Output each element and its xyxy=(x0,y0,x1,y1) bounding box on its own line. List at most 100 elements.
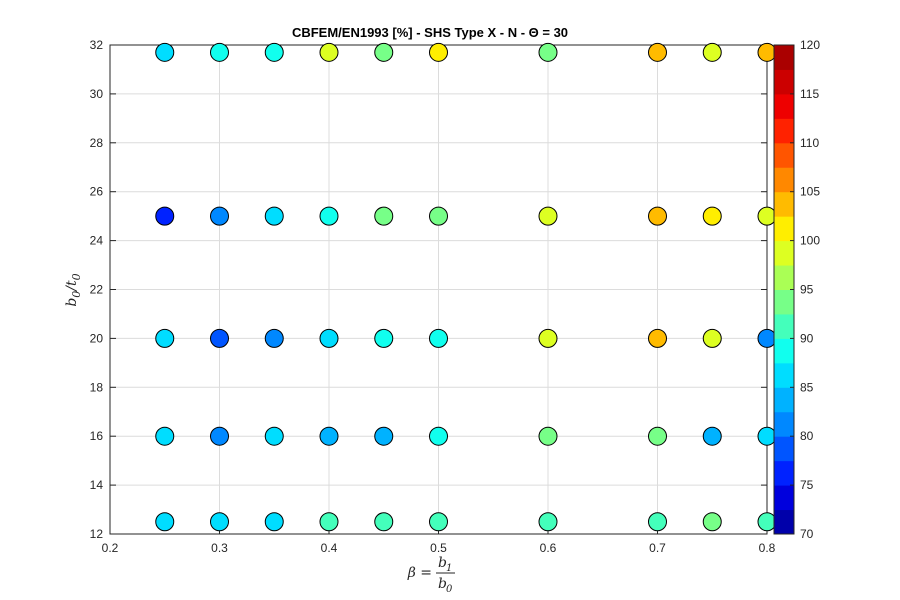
colorbar-band xyxy=(774,436,794,462)
grid-lines xyxy=(109,44,768,535)
data-point xyxy=(319,328,339,348)
y-label-text: b0/t0 xyxy=(64,273,83,306)
data-point xyxy=(319,426,339,446)
data-point xyxy=(702,42,722,62)
data-point xyxy=(210,328,229,348)
colorbar-band xyxy=(774,460,794,486)
x-tick-label: 0.8 xyxy=(759,541,776,555)
data-point xyxy=(210,206,229,226)
data-point xyxy=(702,426,722,446)
y-tick-label: 24 xyxy=(90,234,104,248)
data-point xyxy=(429,42,448,62)
data-point xyxy=(702,328,722,348)
data-point xyxy=(757,42,777,62)
colorbar-band xyxy=(774,313,794,339)
chart-title: CBFEM/EN1993 [%] - SHS Type X - N - Θ = … xyxy=(292,25,568,40)
colorbar-band xyxy=(774,338,794,364)
x-label-denominator: b xyxy=(438,576,447,592)
data-point xyxy=(538,426,558,446)
colorbar-tick-label: 115 xyxy=(800,87,819,101)
x-label-numerator: b xyxy=(438,555,447,571)
colorbar-band xyxy=(774,45,794,70)
data-point xyxy=(155,512,175,532)
data-point xyxy=(429,328,448,348)
colorbar-band xyxy=(774,509,794,535)
data-point xyxy=(757,512,777,532)
colorbar-tick-label: 100 xyxy=(800,234,820,248)
data-point xyxy=(264,512,284,532)
data-point xyxy=(155,206,175,226)
colorbar-band xyxy=(774,142,794,168)
data-point xyxy=(648,328,667,348)
data-point xyxy=(648,206,667,226)
colorbar-band xyxy=(774,167,794,193)
colorbar-tick-label: 95 xyxy=(800,283,814,297)
data-point xyxy=(264,206,284,226)
y-axis-label: b0/t0 xyxy=(64,273,83,306)
y-tick-label: 12 xyxy=(90,527,104,541)
y-tick-label: 14 xyxy=(90,478,104,492)
y-tick-label: 26 xyxy=(90,185,104,199)
data-point xyxy=(374,328,394,348)
colorbar-tick-label: 85 xyxy=(800,380,814,394)
colorbar-band xyxy=(774,191,794,217)
x-axis-label: β = b 1b 0 xyxy=(407,555,455,595)
data-point xyxy=(374,206,394,226)
colorbar-band xyxy=(774,93,794,119)
data-point xyxy=(210,512,229,532)
colorbar-tick-label: 90 xyxy=(800,331,814,345)
data-point xyxy=(264,426,284,446)
x-axis-ticks: 0.2 0.3 0.4 0.5 0.6 0.7 0.8 xyxy=(102,45,776,555)
data-point xyxy=(538,328,558,348)
data-point xyxy=(264,328,284,348)
x-label-numerator-sub: 1 xyxy=(446,563,452,574)
data-point xyxy=(374,426,394,446)
x-tick-label: 0.3 xyxy=(211,541,228,555)
data-point xyxy=(319,512,339,532)
colorbar-tick-label: 80 xyxy=(800,429,814,443)
data-point xyxy=(702,206,722,226)
x-tick-label: 0.2 xyxy=(102,541,119,555)
y-tick-label: 18 xyxy=(90,380,104,394)
data-point xyxy=(757,328,777,348)
x-tick-label: 0.4 xyxy=(321,541,338,555)
colorbar-band xyxy=(774,69,794,95)
data-point xyxy=(648,512,667,532)
colorbar-band xyxy=(774,411,794,437)
data-point xyxy=(757,426,777,446)
data-point xyxy=(155,426,175,446)
data-point xyxy=(155,42,175,62)
colorbar-tick-label: 105 xyxy=(800,185,820,199)
x-tick-label: 0.7 xyxy=(649,541,666,555)
x-label-denominator-sub: 0 xyxy=(446,584,453,595)
y-tick-label: 28 xyxy=(90,136,104,150)
colorbar-band xyxy=(774,289,794,315)
x-tick-label: 0.6 xyxy=(540,541,557,555)
data-point xyxy=(538,206,558,226)
data-point xyxy=(538,42,558,62)
colorbar-band xyxy=(774,485,794,511)
x-tick-label: 0.5 xyxy=(430,541,447,555)
colorbar-tick-label: 110 xyxy=(800,136,819,150)
colorbar-band xyxy=(774,265,794,290)
y-tick-label: 20 xyxy=(90,331,104,345)
data-point xyxy=(429,426,448,446)
data-point xyxy=(648,426,667,446)
colorbar-tick-label: 70 xyxy=(800,527,814,541)
colorbar-band xyxy=(774,387,794,413)
data-point xyxy=(757,206,777,226)
colorbar-band xyxy=(774,118,794,144)
y-tick-label: 30 xyxy=(90,87,104,101)
data-point xyxy=(429,512,448,532)
data-point xyxy=(538,512,558,532)
y-tick-label: 22 xyxy=(90,283,104,297)
data-point xyxy=(155,328,175,348)
data-point xyxy=(374,512,394,532)
data-point xyxy=(702,512,722,532)
y-tick-label: 16 xyxy=(90,429,104,443)
data-point xyxy=(319,206,339,226)
x-label-prefix: β = xyxy=(407,565,432,581)
data-point xyxy=(210,426,229,446)
data-point xyxy=(429,206,448,226)
